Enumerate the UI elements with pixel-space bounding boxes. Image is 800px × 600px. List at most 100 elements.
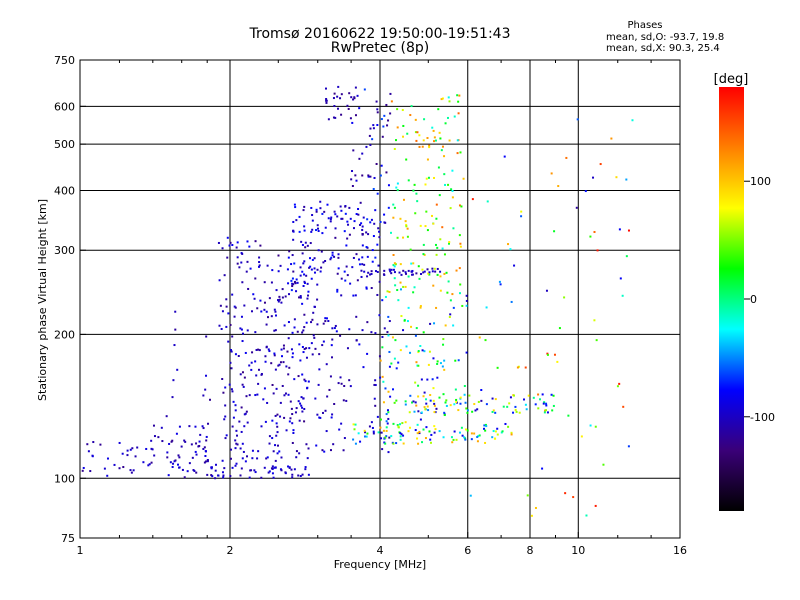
- data-point: [298, 296, 301, 299]
- data-point: [534, 506, 537, 509]
- data-point: [106, 474, 109, 477]
- data-point: [416, 200, 419, 203]
- data-point: [416, 131, 419, 134]
- data-point: [584, 190, 587, 193]
- data-point: [399, 288, 402, 291]
- data-point: [416, 432, 419, 435]
- data-point: [222, 476, 225, 479]
- data-point: [325, 363, 328, 366]
- data-point: [365, 246, 368, 249]
- data-point: [352, 294, 355, 297]
- data-point: [454, 388, 457, 391]
- data-point: [306, 282, 309, 285]
- data-point: [230, 350, 233, 353]
- data-point: [360, 275, 363, 278]
- data-point: [434, 243, 437, 246]
- data-point: [253, 469, 256, 472]
- data-point: [316, 413, 319, 416]
- data-point: [323, 450, 326, 453]
- data-point: [421, 268, 424, 271]
- data-point: [421, 349, 424, 352]
- data-point: [381, 135, 384, 138]
- data-point: [466, 409, 469, 412]
- data-point: [331, 251, 334, 254]
- data-point: [404, 421, 407, 424]
- data-point: [448, 316, 451, 319]
- data-point: [388, 268, 391, 271]
- data-point: [245, 410, 248, 413]
- data-point: [419, 418, 422, 421]
- data-point: [289, 400, 292, 403]
- data-point: [334, 324, 337, 327]
- data-point: [384, 295, 387, 298]
- data-point: [273, 466, 276, 469]
- data-point: [393, 206, 396, 209]
- data-point: [287, 373, 290, 376]
- data-point: [288, 366, 291, 369]
- data-point: [393, 277, 396, 280]
- data-point: [358, 263, 361, 266]
- data-point: [265, 323, 268, 326]
- data-point: [334, 227, 337, 230]
- data-point: [452, 306, 455, 309]
- data-point: [576, 118, 579, 121]
- data-point: [334, 116, 337, 119]
- data-point: [171, 439, 174, 442]
- data-point: [225, 298, 228, 301]
- data-point: [404, 220, 407, 223]
- data-point: [254, 360, 257, 363]
- data-point: [345, 265, 348, 268]
- data-point: [290, 468, 293, 471]
- data-point: [352, 227, 355, 230]
- data-point: [285, 365, 288, 368]
- data-point: [553, 353, 556, 356]
- data-point: [277, 254, 280, 257]
- data-point: [340, 382, 343, 385]
- data-point: [309, 257, 312, 260]
- data-point: [397, 425, 400, 428]
- data-point: [480, 399, 483, 402]
- data-point: [457, 100, 460, 103]
- data-point: [235, 246, 238, 249]
- data-point: [237, 354, 240, 357]
- data-point: [327, 217, 330, 220]
- data-point: [279, 401, 282, 404]
- data-point: [291, 254, 294, 257]
- data-point: [322, 322, 325, 325]
- grid-layer: [80, 60, 680, 538]
- data-point: [441, 365, 444, 368]
- data-point: [275, 387, 278, 390]
- data-point: [205, 335, 208, 338]
- data-point: [352, 438, 355, 441]
- colorbar-ticks: 100 0 -100: [744, 175, 775, 424]
- data-point: [354, 442, 357, 445]
- data-point: [406, 132, 409, 135]
- data-point: [332, 97, 335, 100]
- data-point: [366, 321, 369, 324]
- data-point: [382, 380, 385, 383]
- data-point: [337, 382, 340, 385]
- data-point: [307, 447, 310, 450]
- data-point: [331, 413, 334, 416]
- data-point: [376, 415, 379, 418]
- data-point: [453, 403, 456, 406]
- data-point: [441, 247, 444, 250]
- data-point: [381, 335, 384, 338]
- data-point: [280, 301, 283, 304]
- data-point: [305, 347, 308, 350]
- data-point: [393, 147, 396, 150]
- data-point: [534, 403, 537, 406]
- data-point: [161, 440, 164, 443]
- data-point: [392, 422, 395, 425]
- data-point: [236, 443, 239, 446]
- data-point: [319, 207, 322, 210]
- data-point: [498, 280, 501, 283]
- data-point: [422, 428, 425, 431]
- data-point: [386, 331, 389, 334]
- data-point: [229, 323, 232, 326]
- data-point: [443, 253, 446, 256]
- data-point: [365, 145, 368, 148]
- data-point: [402, 269, 405, 272]
- data-point: [408, 426, 411, 429]
